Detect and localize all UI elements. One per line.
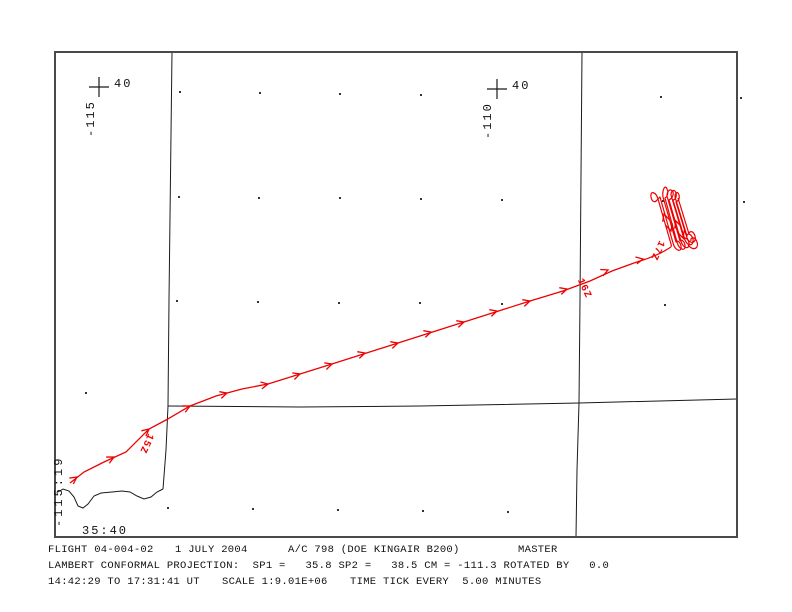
graticule-dot	[176, 300, 178, 302]
graticule-dot	[422, 510, 424, 512]
graticule-dot	[338, 302, 340, 304]
graticule-dot	[258, 197, 260, 199]
time-tick-arrow-icon	[662, 212, 670, 222]
graticule-dot	[420, 198, 422, 200]
graticule-dot	[167, 507, 169, 509]
graticule-dot	[664, 304, 666, 306]
graticule-dot	[179, 91, 181, 93]
flight-id-label: FLIGHT 04-004-02	[48, 544, 154, 556]
time-tick-arrow-icon	[665, 223, 673, 233]
survey-pattern-track	[645, 186, 698, 260]
graticule-dot	[419, 302, 421, 304]
time-tick-arrow-icon	[489, 309, 499, 317]
graticule-dot	[662, 200, 664, 202]
boundary-meridian-west	[162, 51, 173, 490]
time-tick-arrow-icon	[69, 476, 79, 485]
time-tick-arrow-icon	[677, 230, 685, 240]
graticule-dot	[85, 392, 87, 394]
graticule-dot	[257, 301, 259, 303]
time-tick-arrow-icon	[423, 330, 433, 338]
graticule-dot	[740, 97, 742, 99]
time-tick-arrow-icon	[357, 351, 367, 359]
projection-label: LAMBERT CONFORMAL PROJECTION: SP1 = 35.8…	[48, 560, 610, 572]
aircraft-label: A/C 798 (DOE KINGAIR B200)	[288, 544, 460, 556]
time-tick-arrow-icon	[106, 456, 116, 464]
time-tick-arrow-icon	[522, 299, 532, 307]
graticule-dot	[339, 197, 341, 199]
time-tick-arrow-icon	[600, 268, 610, 277]
boundary-parallel-37n	[167, 398, 738, 408]
graticule-dot	[501, 303, 503, 305]
river-line	[57, 488, 164, 509]
grid-ref-lon-west: -115	[84, 100, 98, 137]
time-tick-label: TIME TICK EVERY 5.00 MINUTES	[350, 576, 542, 588]
grid-ref-lon-east: -110	[481, 102, 495, 139]
corner-longitude-label: -115:19	[52, 455, 66, 527]
time-tick-arrow-icon	[141, 428, 151, 437]
graticule-dot	[259, 92, 261, 94]
time-tick-arrow-icon	[324, 362, 334, 370]
corner-latitude-label: 35:40	[82, 524, 129, 538]
graticule-dot	[507, 511, 509, 513]
graticule-dot	[252, 508, 254, 510]
grid-ref-lat-east: 40	[512, 79, 531, 93]
graticule-dot	[743, 201, 745, 203]
time-tick-arrow-icon	[182, 405, 192, 413]
graticule-dot	[337, 509, 339, 511]
time-tick-arrow-icon	[219, 391, 229, 399]
master-label: MASTER	[518, 544, 558, 556]
grid-ref-lat-west: 40	[114, 77, 133, 91]
time-tick-arrow-icon	[674, 219, 682, 229]
graticule-dot	[178, 196, 180, 198]
graticule-dot	[501, 199, 503, 201]
plot-frame	[54, 51, 738, 538]
time-tick-arrow-icon	[260, 381, 270, 390]
graticule-dot	[660, 96, 662, 98]
graticule-dot	[339, 93, 341, 95]
flight-track-line	[69, 258, 647, 484]
scale-label: SCALE 1:9.01E+06	[222, 576, 328, 588]
time-tick-arrow-icon	[390, 341, 400, 349]
time-range-label: 14:42:29 TO 17:31:41 UT	[48, 576, 200, 588]
time-tick-arrow-icon	[292, 372, 302, 380]
graticule-dot	[420, 94, 422, 96]
time-tick-arrow-icon	[456, 320, 466, 328]
time-tick-arrow-icon	[559, 287, 569, 295]
flight-date-label: 1 JULY 2004	[175, 544, 248, 556]
time-tick-arrow-icon	[635, 256, 645, 265]
